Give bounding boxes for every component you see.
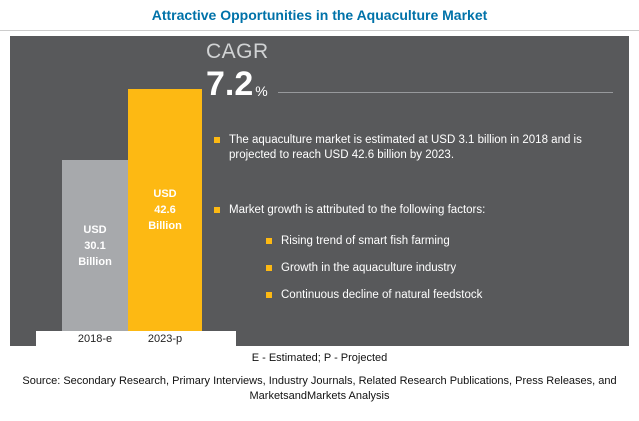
bar-label-unit: Billion (78, 255, 112, 268)
sub-bullet-item: Rising trend of smart fish farming (264, 234, 613, 249)
bullet-square-icon (214, 207, 220, 213)
sub-bullet-list: Rising trend of smart fish farming Growt… (264, 234, 613, 303)
bar-label-unit: Billion (148, 220, 182, 232)
source-text: Source: Secondary Research, Primary Inte… (22, 375, 617, 402)
bullet-square-icon (266, 238, 272, 244)
cagr-underline (277, 92, 613, 93)
cagr-percent-sign: % (255, 83, 268, 99)
bullet-text: Market growth is attributed to the follo… (229, 204, 486, 216)
x-axis-label-2023: 2023-p (147, 333, 183, 345)
bar-label-currency: USD (83, 223, 107, 236)
cagr-row: 7.2 % (206, 67, 613, 101)
bar-2023: USD 42.6 Billion (128, 89, 202, 331)
x-axis-label-2018: 2018-e (77, 333, 113, 345)
bar-2018: USD 30.1 Billion (62, 160, 128, 331)
sub-bullet-item: Continuous decline of natural feedstock (264, 288, 613, 303)
page-title: Attractive Opportunities in the Aquacult… (151, 7, 488, 23)
sub-bullet-item: Growth in the aquaculture industry (264, 261, 613, 276)
bar-label-value: 30.1 (84, 239, 106, 252)
bullet-square-icon (266, 292, 272, 298)
bullet-list: The aquaculture market is estimated at U… (206, 133, 613, 303)
annotation-column: CAGR 7.2 % The aquaculture market is est… (206, 40, 613, 315)
bar-label-currency: USD (153, 188, 177, 200)
bullet-item-market-estimate: The aquaculture market is estimated at U… (212, 133, 613, 163)
bullet-square-icon (214, 137, 220, 143)
cagr-value: 7.2 (206, 65, 254, 103)
bullet-item-growth-factors: Market growth is attributed to the follo… (212, 203, 613, 218)
chart-panel: USD 30.1 Billion USD 42.6 Billion 2018-e… (10, 36, 629, 346)
cagr-label: CAGR (206, 40, 269, 63)
estimate-projected-footnote: E - Estimated; P - Projected (251, 352, 388, 364)
sub-bullet-text: Continuous decline of natural feedstock (281, 289, 483, 301)
x-axis-strip (36, 331, 236, 346)
title-divider (0, 30, 639, 31)
bullet-text: The aquaculture market is estimated at U… (229, 134, 582, 161)
bullet-square-icon (266, 265, 272, 271)
sub-bullet-text: Rising trend of smart fish farming (281, 235, 450, 247)
sub-bullet-text: Growth in the aquaculture industry (281, 262, 457, 274)
bar-label-value: 42.6 (154, 204, 176, 216)
